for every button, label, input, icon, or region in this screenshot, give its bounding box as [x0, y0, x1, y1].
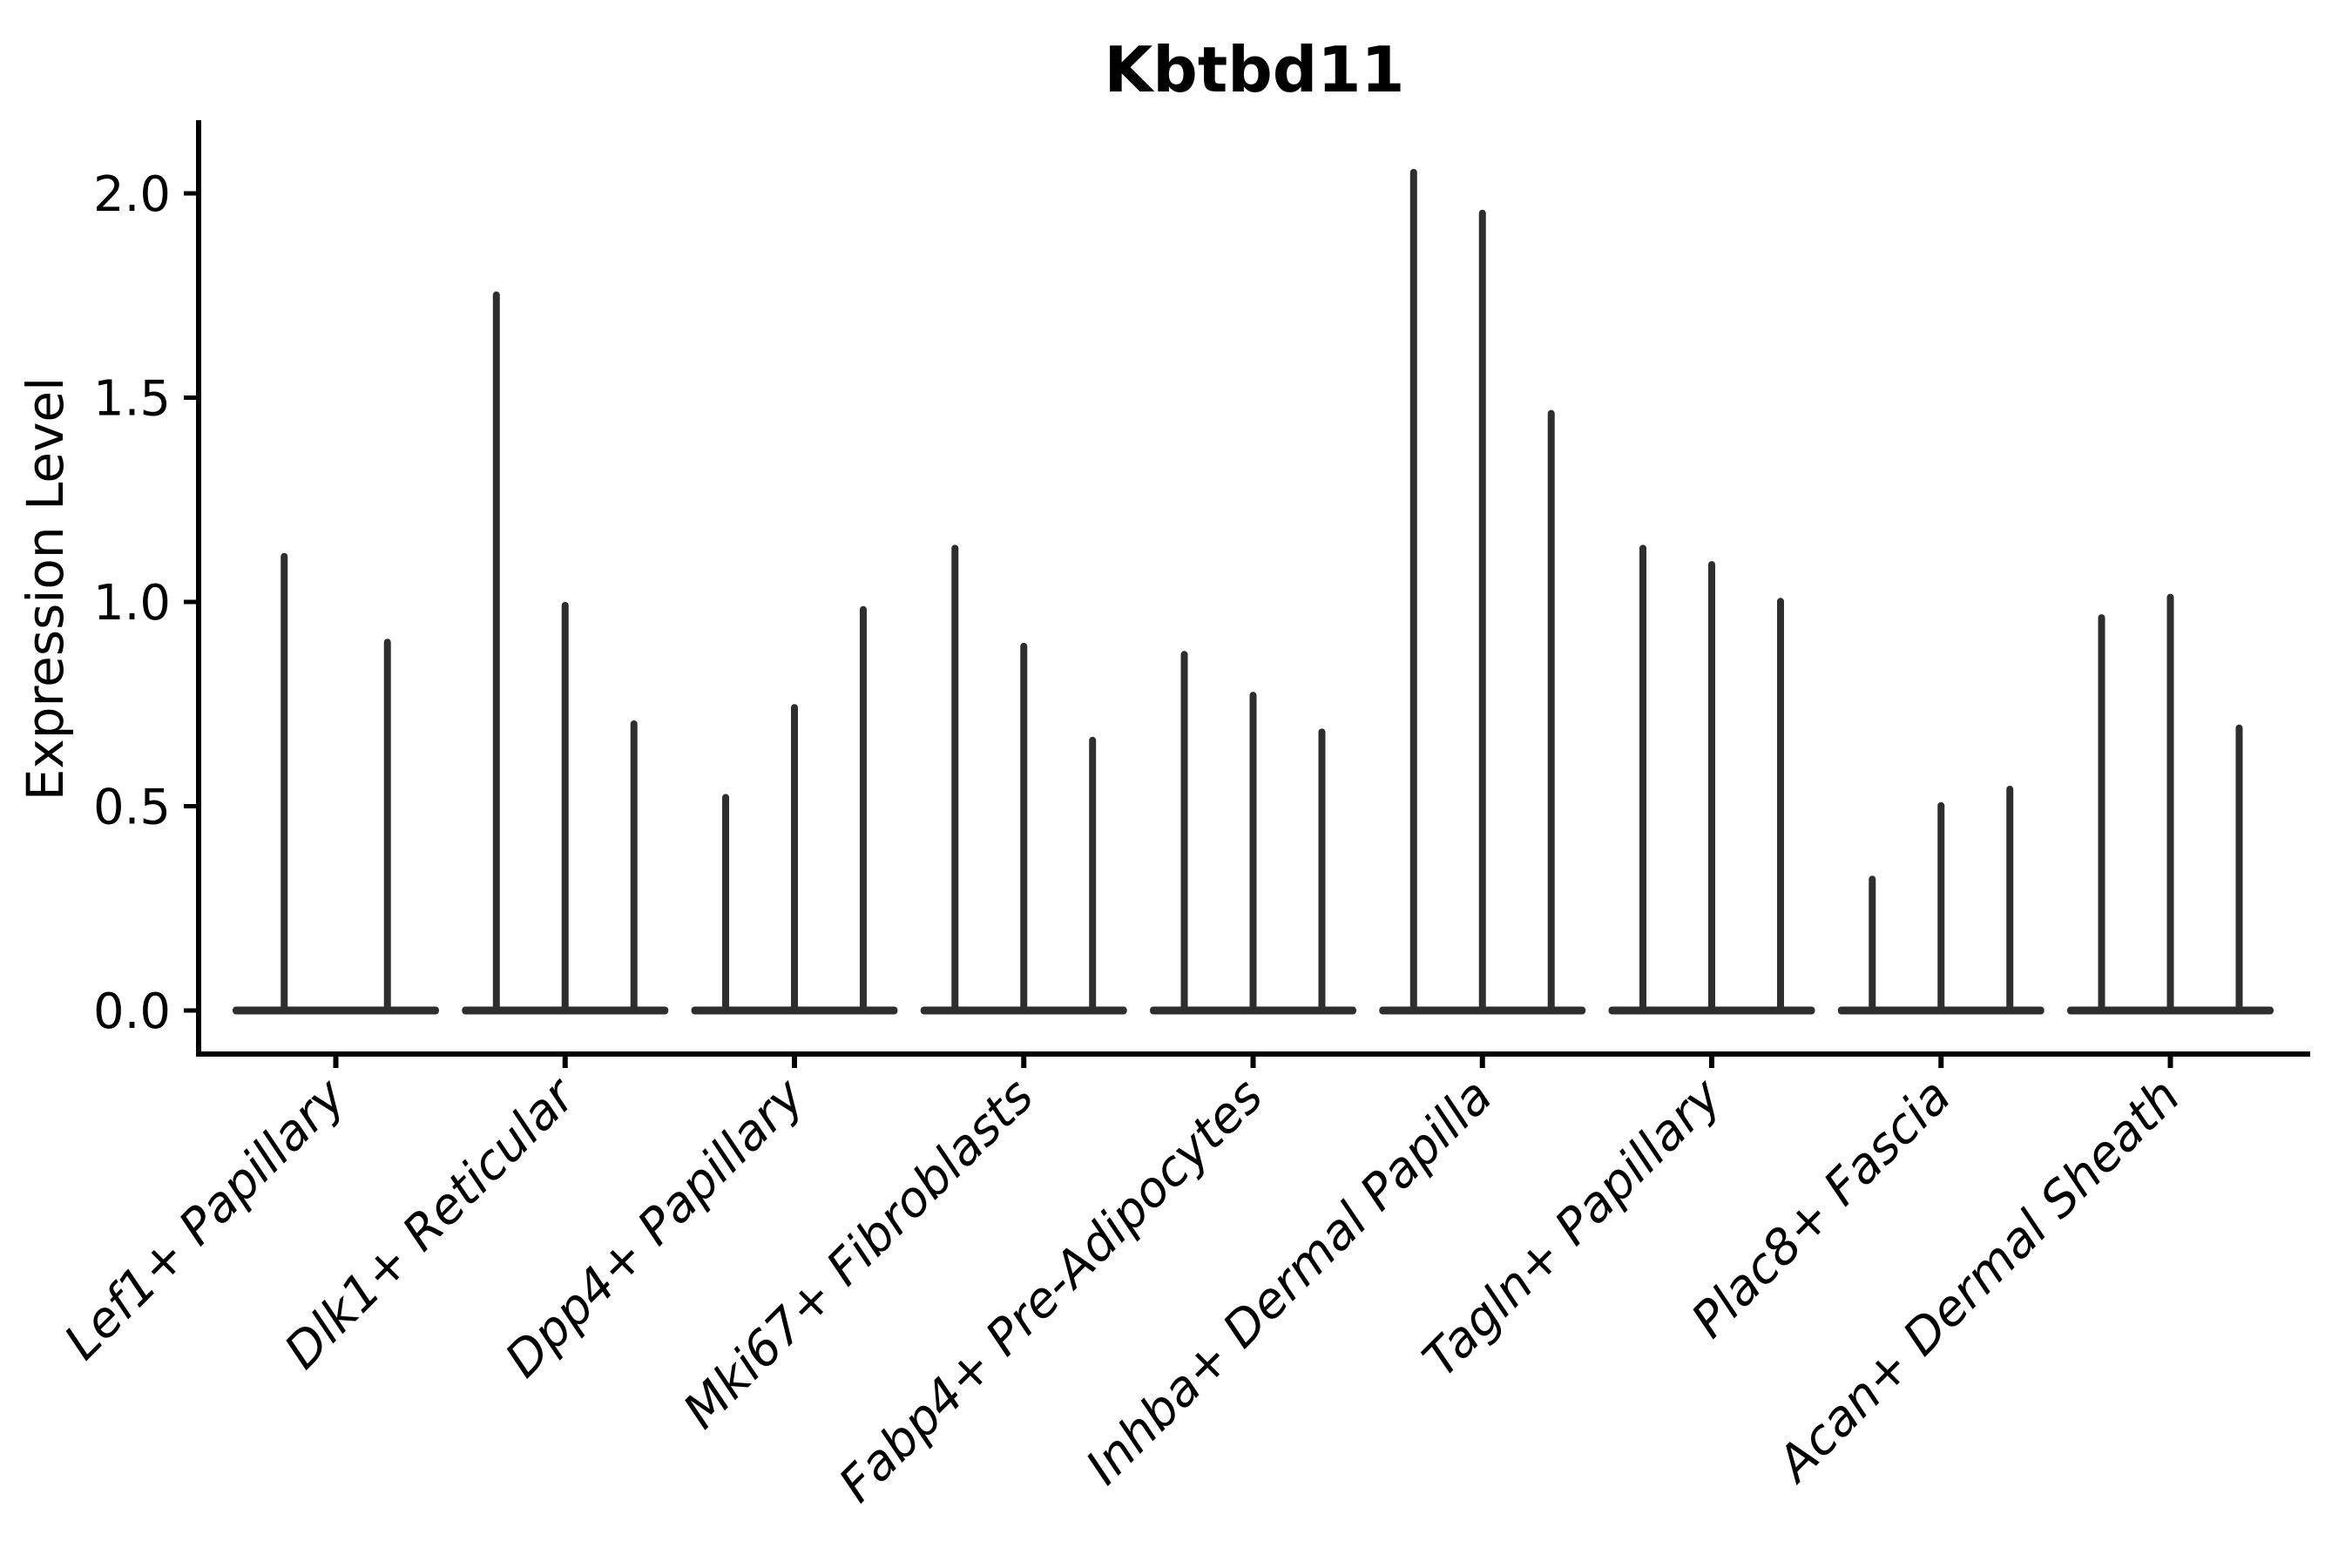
violin-spike [1020, 642, 1028, 1012]
violin-group [1379, 168, 1586, 1015]
x-tick-label: Inhba+ Dermal Papilla [1076, 1068, 1504, 1496]
violins [233, 168, 2274, 1015]
violin-group [1608, 544, 1815, 1015]
violin-spike [1318, 728, 1326, 1012]
y-tick-label: 0.0 [93, 983, 171, 1040]
violin-spike [1409, 168, 1417, 1013]
violin-spike [859, 605, 867, 1012]
violin-spike [1249, 692, 1257, 1012]
violin-spike [1089, 736, 1097, 1012]
violin-group [920, 544, 1127, 1015]
violin-spike [791, 704, 798, 1012]
violin-spike [1478, 209, 1486, 1012]
violin-group [691, 605, 898, 1015]
violin-spike [1869, 875, 1876, 1012]
violin-spike [2235, 724, 2243, 1012]
violin-spike [951, 544, 959, 1012]
y-axis-ticks: 0.0 0.5 1.0 1.5 2.0 [93, 166, 197, 1040]
violin-body-baseline [233, 1006, 439, 1015]
violin-spike [630, 720, 638, 1012]
x-tick-label: Fabp4+ Pre-Adipocytes [828, 1068, 1274, 1513]
violin-group [1837, 786, 2044, 1015]
violin-spike [492, 291, 500, 1012]
violin-spike [1180, 651, 1188, 1012]
violin-spike [722, 794, 730, 1012]
y-tick-label: 0.5 [93, 780, 171, 836]
violin-spike [2098, 614, 2105, 1012]
plot-title: Kbtbd11 [1104, 33, 1404, 106]
violin-spike [1708, 561, 1715, 1012]
y-tick-label: 1.0 [93, 575, 171, 632]
violin-group [2067, 593, 2274, 1015]
violin-group [233, 552, 439, 1015]
y-tick-label: 1.5 [93, 371, 171, 428]
violin-spike [2166, 593, 2174, 1012]
violin-spike [383, 639, 391, 1012]
violin-spike [561, 602, 569, 1012]
y-tick-label: 2.0 [93, 166, 171, 223]
violin-spike [1937, 801, 1945, 1012]
violin-spike [1776, 598, 1784, 1012]
y-axis-label: Expression Level [16, 377, 75, 801]
violin-spike [280, 552, 288, 1012]
violin-group [462, 291, 669, 1015]
violin-spike [1547, 409, 1555, 1012]
violin-spike [2006, 786, 2014, 1012]
violin-spike [1639, 544, 1647, 1012]
violin-group [1150, 651, 1356, 1015]
x-tick-label: Acan+ Dermal Sheath [1765, 1068, 2191, 1494]
